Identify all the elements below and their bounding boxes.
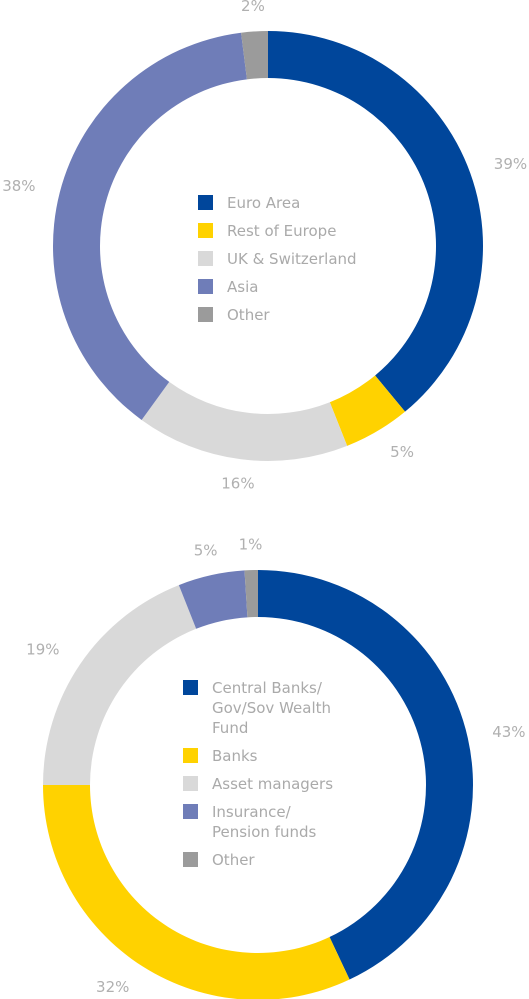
- legend: Euro Area Rest of Europe UK & Switzerland A…: [198, 193, 357, 325]
- legend-swatch: [183, 776, 198, 791]
- legend-item: Banks: [183, 746, 342, 766]
- legend-swatch: [183, 748, 198, 763]
- legend-item: Insurance/ Pension funds: [183, 802, 342, 842]
- legend-swatch: [198, 195, 213, 210]
- legend-label: Asia: [227, 278, 259, 296]
- legend-label: Asset managers: [212, 775, 334, 793]
- legend-label: Central Banks/ Gov/Sov Wealth Fund: [212, 679, 332, 737]
- legend-label: Euro Area: [227, 194, 301, 212]
- value-label: 1%: [239, 536, 263, 554]
- legend-item: Rest of Europe: [198, 221, 357, 241]
- legend-swatch: [198, 251, 213, 266]
- legend-item: Asia: [198, 277, 357, 297]
- legend-swatch: [198, 279, 213, 294]
- value-label: 19%: [26, 641, 59, 659]
- legend-swatch: [198, 307, 213, 322]
- value-label: 39%: [494, 155, 527, 173]
- legend-label: UK & Switzerland: [227, 250, 357, 268]
- donut-segment: [178, 570, 248, 629]
- legend-item: Central Banks/ Gov/Sov Wealth Fund: [183, 678, 342, 738]
- legend-item: UK & Switzerland: [198, 249, 357, 269]
- legend-label: Other: [212, 851, 255, 869]
- legend-item: Euro Area: [198, 193, 357, 213]
- legend-swatch: [183, 680, 198, 695]
- legend-item: Other: [183, 850, 342, 870]
- legend-item: Asset managers: [183, 774, 342, 794]
- legend-swatch: [183, 804, 198, 819]
- value-label: 2%: [241, 0, 265, 15]
- value-label: 5%: [194, 541, 218, 559]
- donut-segment: [268, 31, 483, 412]
- value-label: 38%: [2, 177, 35, 195]
- value-label: 43%: [492, 723, 525, 741]
- value-label: 16%: [221, 475, 254, 493]
- donut-segment: [329, 375, 406, 446]
- legend: Central Banks/ Gov/Sov Wealth Fund Banks A…: [183, 678, 342, 870]
- value-label: 5%: [390, 443, 414, 461]
- legend-item: Other: [198, 305, 357, 325]
- donut-segment: [244, 570, 258, 618]
- value-label: 32%: [96, 978, 129, 996]
- donut-segment: [258, 570, 473, 980]
- donut-segment: [43, 585, 197, 785]
- legend-label: Banks: [212, 747, 258, 765]
- legend-label: Other: [227, 306, 270, 324]
- donut-segment: [241, 31, 268, 80]
- legend-swatch: [198, 223, 213, 238]
- donut-segment: [52, 32, 247, 420]
- donut-segment: [43, 785, 350, 999]
- legend-swatch: [183, 852, 198, 867]
- legend-label: Insurance/ Pension funds: [212, 803, 317, 841]
- legend-label: Rest of Europe: [227, 222, 337, 240]
- donut-segment: [141, 381, 348, 461]
